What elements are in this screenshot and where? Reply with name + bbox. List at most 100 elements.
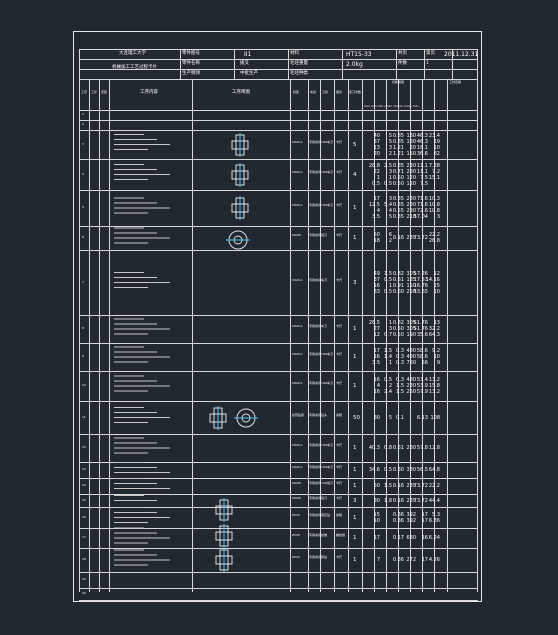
row-value: 26.5 27 12 (368, 320, 380, 338)
row-value: 6 2 (388, 232, 392, 244)
row-tool: YG6车刀 (321, 465, 334, 469)
grid-line-h (79, 507, 478, 508)
row-measure: 卡尺 (336, 481, 343, 485)
row-fixture: 专用夹具 (309, 233, 322, 237)
content-text-lines (114, 495, 157, 501)
row-value: 17 16 3.5 (372, 348, 380, 366)
row-id: 3 (82, 141, 84, 146)
grid-line-v (422, 79, 423, 592)
row-value: 0.61 (392, 445, 404, 451)
part-number: II1 (244, 51, 252, 58)
product-value: 中批生产 (240, 71, 258, 76)
row-measure: 卡尺 (336, 324, 343, 328)
row-fixture: 专用夹具 (309, 169, 322, 174)
weight-value: 2.0kg (346, 61, 363, 68)
row-value: 1 3 0.7 (384, 320, 392, 338)
grid-line-v (89, 79, 90, 592)
content-text-lines (114, 462, 170, 473)
row-id: 12 (82, 445, 86, 449)
row-value: 0.3 1.5 1.5 (396, 377, 404, 395)
grid-line-h (79, 59, 478, 60)
row-fixture: 专用夹具 (309, 277, 322, 282)
sheet-value: 第页 (426, 51, 435, 56)
grid-line-h (79, 478, 478, 479)
row-id: 19 (82, 577, 86, 581)
row-value: 17 17 (421, 511, 428, 524)
row-value: 0.35 0.35 0.55 0.35 (392, 196, 404, 220)
row-value: 46.3 46.3 18.1 36.6 (416, 132, 428, 157)
grid-line-h (79, 69, 478, 70)
row-fixture: 专用夹具 (309, 533, 322, 537)
row-id: 20 (82, 591, 86, 595)
row-machine: Z525 (292, 533, 300, 537)
row-id: 13 (82, 467, 86, 471)
grid-line-h (79, 572, 478, 573)
row-fixture: 专用夹具 (309, 324, 322, 328)
row-machine: Z525 (292, 512, 300, 517)
grid-line-v (374, 79, 375, 592)
grid-line-h (79, 120, 478, 121)
row-id: 17 (82, 535, 86, 539)
row-passes: 5 (353, 141, 357, 148)
row-machine: 摇臂钻床 (292, 412, 305, 417)
row-measure: 卡尺 (336, 555, 343, 559)
row-tool: 麻花钻 (321, 512, 331, 517)
row-fixture: 专用夹具 (309, 465, 322, 469)
row-machine: C620-1 (292, 381, 303, 385)
content-text-lines (114, 227, 170, 244)
row-value: 180 180 20 150 (406, 132, 416, 157)
row-value: 1.5 1.4 1 (384, 348, 392, 366)
grid-line-h (79, 462, 478, 463)
school-name: 大连理工大学 (119, 51, 146, 56)
grid-line-v (234, 49, 235, 79)
row-value: 280 (406, 445, 416, 451)
row-fixture: 专用夹具 (309, 481, 322, 485)
grid-line-h (79, 315, 478, 316)
row-value: 22.2 (428, 483, 440, 489)
col-header-sketch: 工序简图 (232, 90, 250, 95)
row-passes: 1 (353, 354, 357, 360)
row-measure: 卡尺 (336, 443, 343, 447)
content-text-lines (114, 478, 170, 489)
row-value: 64.8 (428, 467, 440, 473)
grid-line-v (308, 79, 309, 592)
sheet-label: 共页 (398, 51, 407, 56)
row-value: 17 (373, 535, 380, 541)
col-header-units: mm mm mm r/min m/min mm/r min (364, 104, 419, 108)
row-value: 13.2 15.8 13.2 (428, 377, 440, 395)
row-passes: 1 (353, 467, 357, 473)
content-text-lines (114, 407, 170, 423)
count-label: 件数 (398, 61, 407, 66)
row-id: 2 (82, 122, 84, 126)
col-header-tool: 刀具 (322, 90, 329, 94)
row-passes: 1 (353, 205, 357, 211)
grid-line-h (79, 159, 478, 160)
material-label: 材料 (290, 51, 299, 56)
sketch-part-5 (215, 498, 233, 522)
grid-line-h (79, 226, 478, 227)
row-value: 0.5 (384, 467, 392, 473)
row-passes: 50 (353, 414, 360, 421)
row-tool: YG6车刀 (321, 169, 334, 174)
sketch-part-4 (209, 406, 227, 430)
row-tool: YG6车刀 (321, 443, 334, 447)
row-value: 0.16 (392, 483, 404, 489)
col-header-time: 工时定额 (449, 80, 462, 84)
row-value: 11.1 11.1 7.5 7.5 (416, 162, 428, 187)
row-value: 71.6 71.6 72.6 57.04 (413, 196, 428, 220)
row-value: 53.4 53.9 57.9 (416, 377, 428, 395)
grid-line-h (79, 588, 478, 589)
grid-line-h (79, 371, 478, 372)
row-fixture: 专用夹具 (309, 443, 322, 447)
row-value: 230 230 120 120 (406, 162, 416, 187)
sketch-part-2 (231, 163, 249, 187)
row-id: 14 (82, 483, 86, 487)
col-header-process: 工序 (81, 90, 88, 94)
row-tool: 丝锥 (321, 533, 328, 537)
row-id: 9 (82, 354, 84, 358)
row-value: 7.28 7.2 15.1 (428, 162, 440, 181)
row-value: 49 37 16 33 (373, 270, 380, 295)
row-machine: C620-1 (292, 465, 303, 469)
content-text-lines (114, 164, 170, 180)
row-measure: 塞规 (336, 412, 343, 417)
